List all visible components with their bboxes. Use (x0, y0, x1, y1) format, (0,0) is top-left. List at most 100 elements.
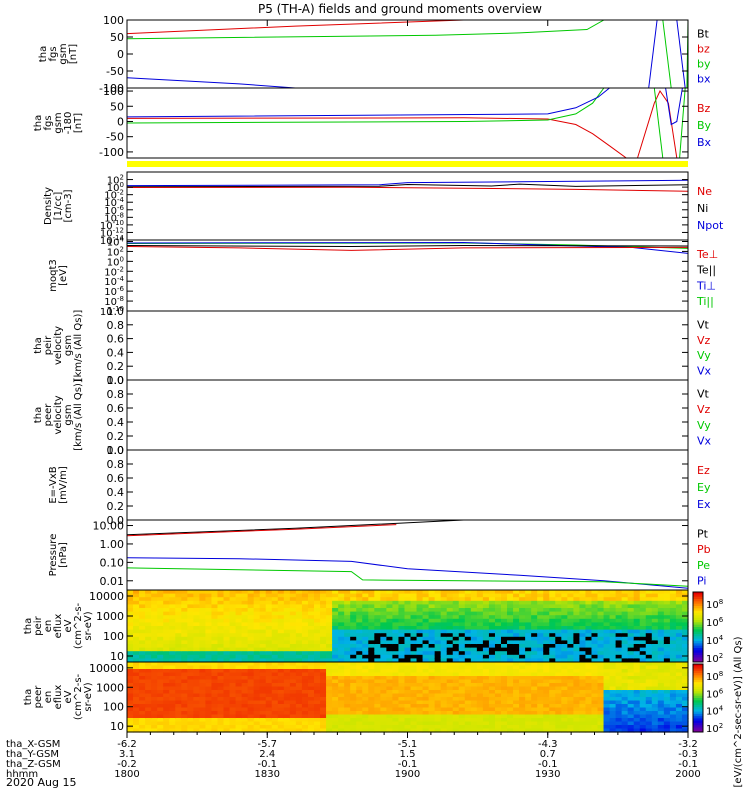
legend-Vy: Vy (697, 419, 711, 432)
y-axis-label: E=-VxB[mV/m] (48, 466, 69, 504)
colorbar-tick-exponent: 6 (719, 616, 724, 624)
y-axis-label: moqt3[eV] (48, 259, 69, 292)
y-tick-exponent: -6 (117, 204, 125, 212)
legend-Bx: Bx (697, 136, 712, 149)
series-group (127, 520, 688, 589)
y-axis-label-line: gsm (58, 43, 69, 64)
colorbar-tick-exponent: 6 (719, 687, 724, 695)
y-tick-label: 1.0 (107, 305, 125, 318)
panel-frame (126, 310, 689, 381)
y-tick-exponent: 2 (120, 245, 124, 253)
series-bx-line (127, 77, 296, 88)
legend-Ex: Ex (697, 498, 711, 511)
series-Ni-line (127, 183, 688, 188)
y-tick-label: 10 (110, 650, 124, 663)
y-tick-label: 0 (117, 115, 124, 128)
colorbar: 108 106 104 102 108 106 104 102 [eV/(cm^2-sec-sr… (692, 591, 744, 787)
spectrogram-image (127, 662, 689, 733)
series-by-line (127, 20, 605, 40)
y-axis-label-line: (cm^2-s- (73, 673, 84, 720)
colorbar-label: [eV/(cm^2-sec-sr-eV)] (All Qs) (733, 636, 744, 787)
y-axis-label-line: tha (23, 618, 34, 634)
x-tick-label: 1.5 (400, 749, 416, 760)
y-axis-label-line: en (43, 691, 54, 704)
y-axis-label: thapeervelocitygsm[km/s (All Qs)] (33, 379, 84, 451)
y-axis-label-line: tha (23, 689, 34, 705)
legend-Te⊥: Te⊥ (696, 248, 718, 261)
y-axis-label-line: peer (43, 403, 54, 427)
legend-bx: bx (697, 73, 711, 86)
panel-frame (126, 239, 689, 312)
y-axis-label-line: [km/s (All Qs)] (73, 310, 84, 382)
y-axis-label-line: velocity (53, 395, 64, 434)
y-axis-label-line: sr-eV) (83, 682, 94, 711)
y-tick-label: 10.00 (93, 520, 125, 533)
y-tick-label: 10000 (89, 662, 124, 675)
x-tick-label: -5.1 (398, 739, 418, 750)
y-tick-label: 0.0 (107, 374, 125, 387)
y-axis-label-line: tha (33, 337, 44, 353)
series-By-line (679, 88, 686, 158)
y-tick-label: 0.4 (107, 486, 125, 499)
series-Pt-line (127, 520, 464, 536)
y-axis-label-line: [km/s (All Qs)] (73, 379, 84, 451)
series-Pe-line (127, 567, 688, 587)
y-tick-label: 0.0 (107, 514, 125, 527)
legend-Pb: Pb (697, 543, 711, 556)
x-tick-label: -6.2 (117, 739, 137, 750)
y-tick-exponent: 4 (120, 235, 125, 243)
colorbar-tick-label: 104 (706, 634, 724, 647)
y-tick-label: 0.6 (107, 333, 125, 346)
x-tick-label: 3.1 (119, 749, 135, 760)
x-tick-label: 2000 (675, 769, 700, 780)
y-axis-label-line: E=-VxB (48, 466, 59, 503)
colorbar-tick-exponent: 2 (719, 652, 723, 660)
y-tick-exponent: -10 (113, 305, 124, 313)
series-group (127, 20, 688, 88)
panel-temperature: 10410210010-210-410-610-810-10moqt3[eV]T… (48, 235, 718, 318)
series-Te⊥-line (127, 246, 688, 251)
legend-Npot: Npot (697, 219, 724, 232)
legend-Vz: Vz (697, 403, 711, 416)
series-bx-line (676, 20, 686, 88)
series-Bz-line (127, 117, 627, 158)
y-axis-label-line: -180 (63, 112, 74, 135)
x-tick-label: 1800 (114, 769, 139, 780)
colorbar-tick-exponent: 2 (719, 722, 723, 730)
series-group (127, 179, 688, 192)
y-axis-label-line: (cm^2-s- (73, 602, 84, 649)
series-Bx-line (665, 88, 683, 126)
y-tick-exponent: -2 (117, 189, 124, 197)
legend-Bz: Bz (697, 102, 711, 115)
y-axis-label-line: tha (38, 46, 49, 62)
colorbar-tick-label: 108 (706, 670, 723, 683)
y-tick-exponent: -4 (117, 275, 125, 283)
colorbar-tick-label: 102 (706, 722, 723, 735)
x-tick-label: 1830 (255, 769, 280, 780)
y-tick-label: 100 (103, 630, 124, 643)
panel-vi: 1.00.80.60.40.20.0thapeirvelocitygsm[km/… (33, 305, 712, 387)
y-axis-label-line: eV (63, 619, 74, 632)
legend-Pe: Pe (697, 559, 710, 572)
legend-Vy: Vy (697, 349, 711, 362)
panel-frame (126, 519, 689, 591)
panel-density: 10210010-210-410-610-810-1010-1210-14Den… (43, 171, 724, 247)
y-tick-label: 1000 (96, 610, 124, 623)
y-axis-label: thapeerenefluxeV(cm^2-s-sr-eV) (23, 673, 94, 720)
y-tick-exponent: -12 (113, 226, 124, 234)
y-axis-label-line: [nPa] (58, 542, 69, 568)
y-axis-label-line: eflux (53, 685, 64, 710)
series-By-line (653, 88, 664, 158)
series-Bx-line (127, 88, 610, 118)
y-tick-label: 10000 (89, 590, 124, 603)
series-Te||-line (127, 244, 688, 248)
spectrogram-image (127, 590, 689, 663)
panel-ve: 1.00.80.60.40.20.0thapeervelocitygsm[km/… (33, 374, 712, 457)
y-tick-label: 0.8 (107, 388, 125, 401)
x-axis-labels: tha_X-GSM -6.2 -5.7 -5.1 -4.3 -3.2 tha_Y-GSM 3.… (6, 20, 701, 780)
x-tick-label: -0.1 (257, 759, 277, 770)
panel-fgs_rescaled: 100 50 0 -50 -100 thafgsgsm-180[nT] Bz By Bx (33, 85, 712, 159)
legend-Ey: Ey (697, 481, 711, 494)
legend-Vx: Vx (697, 434, 712, 447)
